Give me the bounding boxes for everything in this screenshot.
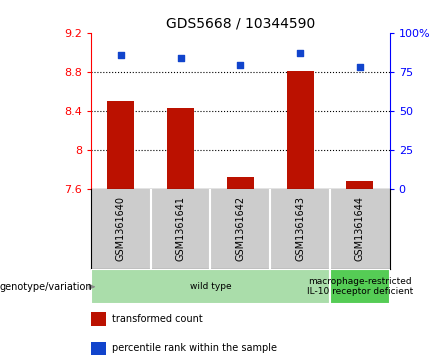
Text: percentile rank within the sample: percentile rank within the sample: [112, 343, 277, 354]
Text: GSM1361644: GSM1361644: [355, 196, 365, 261]
Point: [237, 62, 244, 68]
Text: GSM1361641: GSM1361641: [175, 196, 186, 261]
Point: [356, 64, 363, 70]
Text: macrophage-restricted
IL-10 receptor deficient: macrophage-restricted IL-10 receptor def…: [307, 277, 413, 297]
Text: genotype/variation: genotype/variation: [0, 282, 93, 292]
Bar: [330, 269, 390, 304]
Bar: [107, 101, 134, 189]
Bar: [91, 269, 330, 304]
Bar: [227, 177, 254, 189]
Bar: [167, 108, 194, 189]
Point: [177, 55, 184, 61]
Bar: [346, 181, 373, 189]
Bar: [91, 313, 106, 326]
Text: wild type: wild type: [190, 282, 231, 291]
Point: [297, 50, 304, 56]
Text: GSM1361642: GSM1361642: [235, 196, 246, 261]
Text: GSM1361640: GSM1361640: [116, 196, 126, 261]
Bar: [287, 71, 313, 189]
Title: GDS5668 / 10344590: GDS5668 / 10344590: [166, 16, 315, 30]
Text: GSM1361643: GSM1361643: [295, 196, 305, 261]
Text: transformed count: transformed count: [112, 314, 203, 325]
Point: [117, 52, 124, 57]
Bar: [91, 342, 106, 355]
